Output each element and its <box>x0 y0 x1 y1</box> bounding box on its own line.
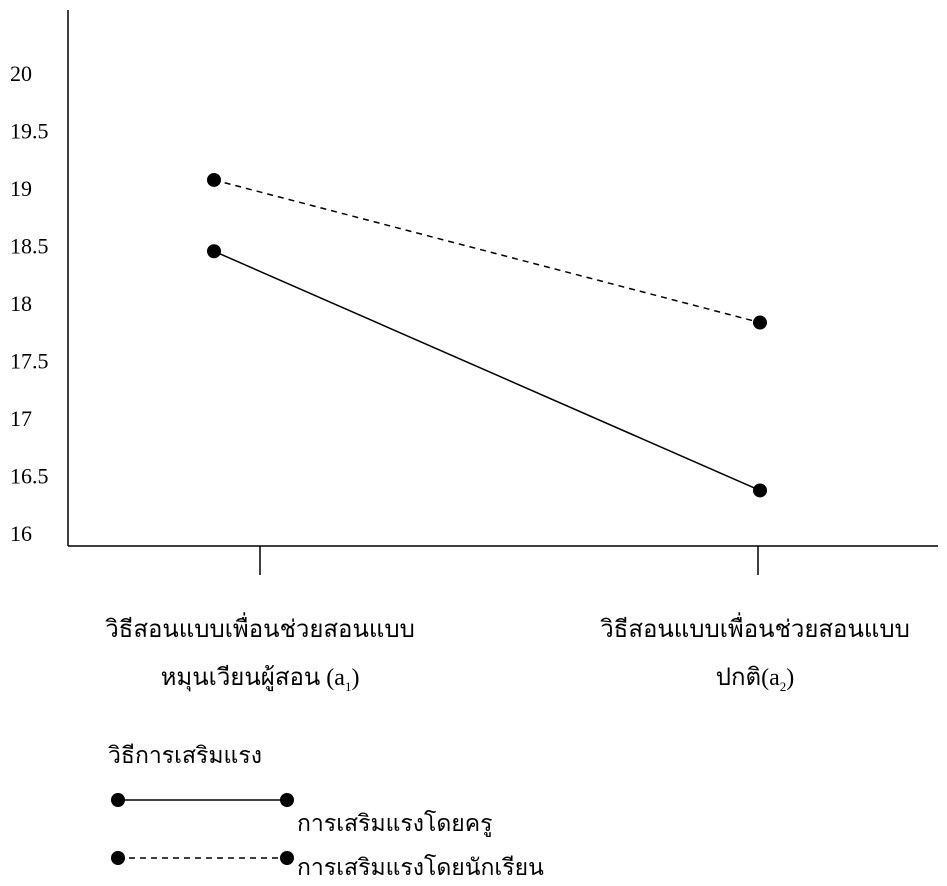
series-line-1 <box>213 179 761 324</box>
legend-label-student: การเสริมแรงโดยนักเรียน <box>297 855 544 880</box>
y-tick-labels: 20 19.5 19 18.5 18 17.5 17 16.5 16 <box>10 61 49 546</box>
legend-marker-left-0 <box>111 793 125 807</box>
data-point-s0-c0 <box>207 244 221 259</box>
y-tick-label: 18.5 <box>10 234 49 259</box>
x-category-1-line2: ปกติ(a2) <box>715 665 795 694</box>
legend-marker-right-1 <box>280 851 294 865</box>
y-tick-label: 17 <box>10 406 32 431</box>
axes <box>67 10 938 575</box>
y-tick-label: 16.5 <box>10 464 49 489</box>
data-point-s1-c1 <box>753 315 767 330</box>
legend-label-teacher: การเสริมแรงโดยครู <box>297 811 493 836</box>
series-line-0 <box>213 250 761 492</box>
y-tick-label: 16 <box>10 521 32 546</box>
x-category-label-a2: วิธีสอนแบบเพื่อนช่วยสอนแบบ ปกติ(a2) <box>555 606 947 711</box>
y-tick-label: 18 <box>10 291 32 316</box>
y-tick-label: 19.5 <box>10 119 49 144</box>
y-tick-label: 19 <box>10 176 32 201</box>
x-category-0-line2: หมุนเวียนผู้สอน (a1) <box>160 665 360 694</box>
legend-marker-left-1 <box>111 851 125 865</box>
series-group <box>207 172 767 498</box>
legend-marker-right-0 <box>280 793 294 807</box>
legend-marks <box>111 793 294 865</box>
x-category-0-line1: วิธีสอนแบบเพื่อนช่วยสอนแบบ <box>105 617 415 643</box>
y-tick-label: 20 <box>10 61 32 86</box>
legend-title: วิธีการเสริมแรง <box>108 743 262 768</box>
data-point-s1-c0 <box>207 172 221 187</box>
x-category-1-line1: วิธีสอนแบบเพื่อนช่วยสอนแบบ <box>600 617 910 643</box>
x-category-label-a1: วิธีสอนแบบเพื่อนช่วยสอนแบบ หมุนเวียนผู้ส… <box>60 606 460 711</box>
y-tick-label: 17.5 <box>10 349 49 374</box>
data-point-s0-c1 <box>753 483 767 498</box>
